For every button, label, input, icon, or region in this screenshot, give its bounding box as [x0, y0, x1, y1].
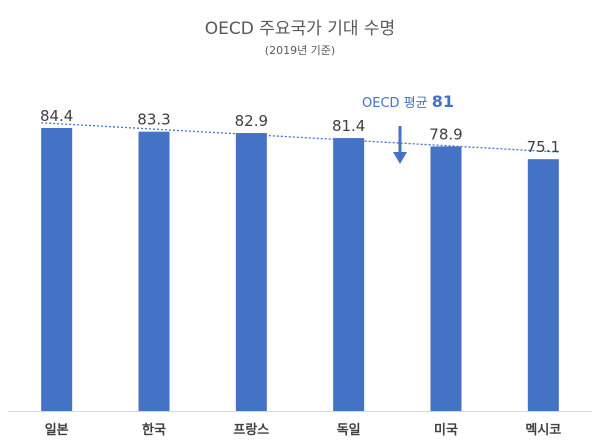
data-label: 81.4	[332, 117, 365, 135]
category-label: 멕시코	[525, 422, 561, 438]
bar-2	[138, 131, 170, 411]
bar-4	[333, 138, 365, 411]
bar-6	[527, 159, 559, 411]
annotation-label: OECD 평균 81	[362, 92, 454, 111]
bar-1	[41, 128, 73, 411]
data-label: 83.3	[137, 111, 170, 129]
chart-title: OECD 주요국가 기대 수명	[204, 19, 396, 39]
data-label: 84.4	[40, 107, 73, 125]
annotation-value: 81	[432, 92, 454, 111]
category-label: 독일	[337, 423, 361, 438]
annotation-prefix: OECD 평균	[362, 96, 432, 111]
category-label: 미국	[434, 422, 458, 438]
bar-5	[430, 146, 462, 411]
down-arrow-icon	[393, 152, 407, 164]
bars-layer	[41, 128, 559, 412]
labels-layer: 84.4 일본 83.3 한국 82.9 프랑스 81.4 독일 78.9 미국 75.1 멕시코	[40, 107, 561, 438]
chart-subtitle: (2019년 기준)	[264, 44, 336, 57]
category-label: 일본	[45, 423, 69, 438]
trend-line	[41, 122, 559, 153]
category-label: 프랑스	[233, 423, 269, 438]
data-label: 75.1	[527, 138, 560, 156]
data-label: 82.9	[235, 112, 268, 130]
bar-3	[235, 133, 267, 412]
data-label: 78.9	[429, 125, 462, 143]
oecd-average-annotation: OECD 평균 81	[362, 92, 454, 164]
category-label: 한국	[142, 422, 166, 438]
